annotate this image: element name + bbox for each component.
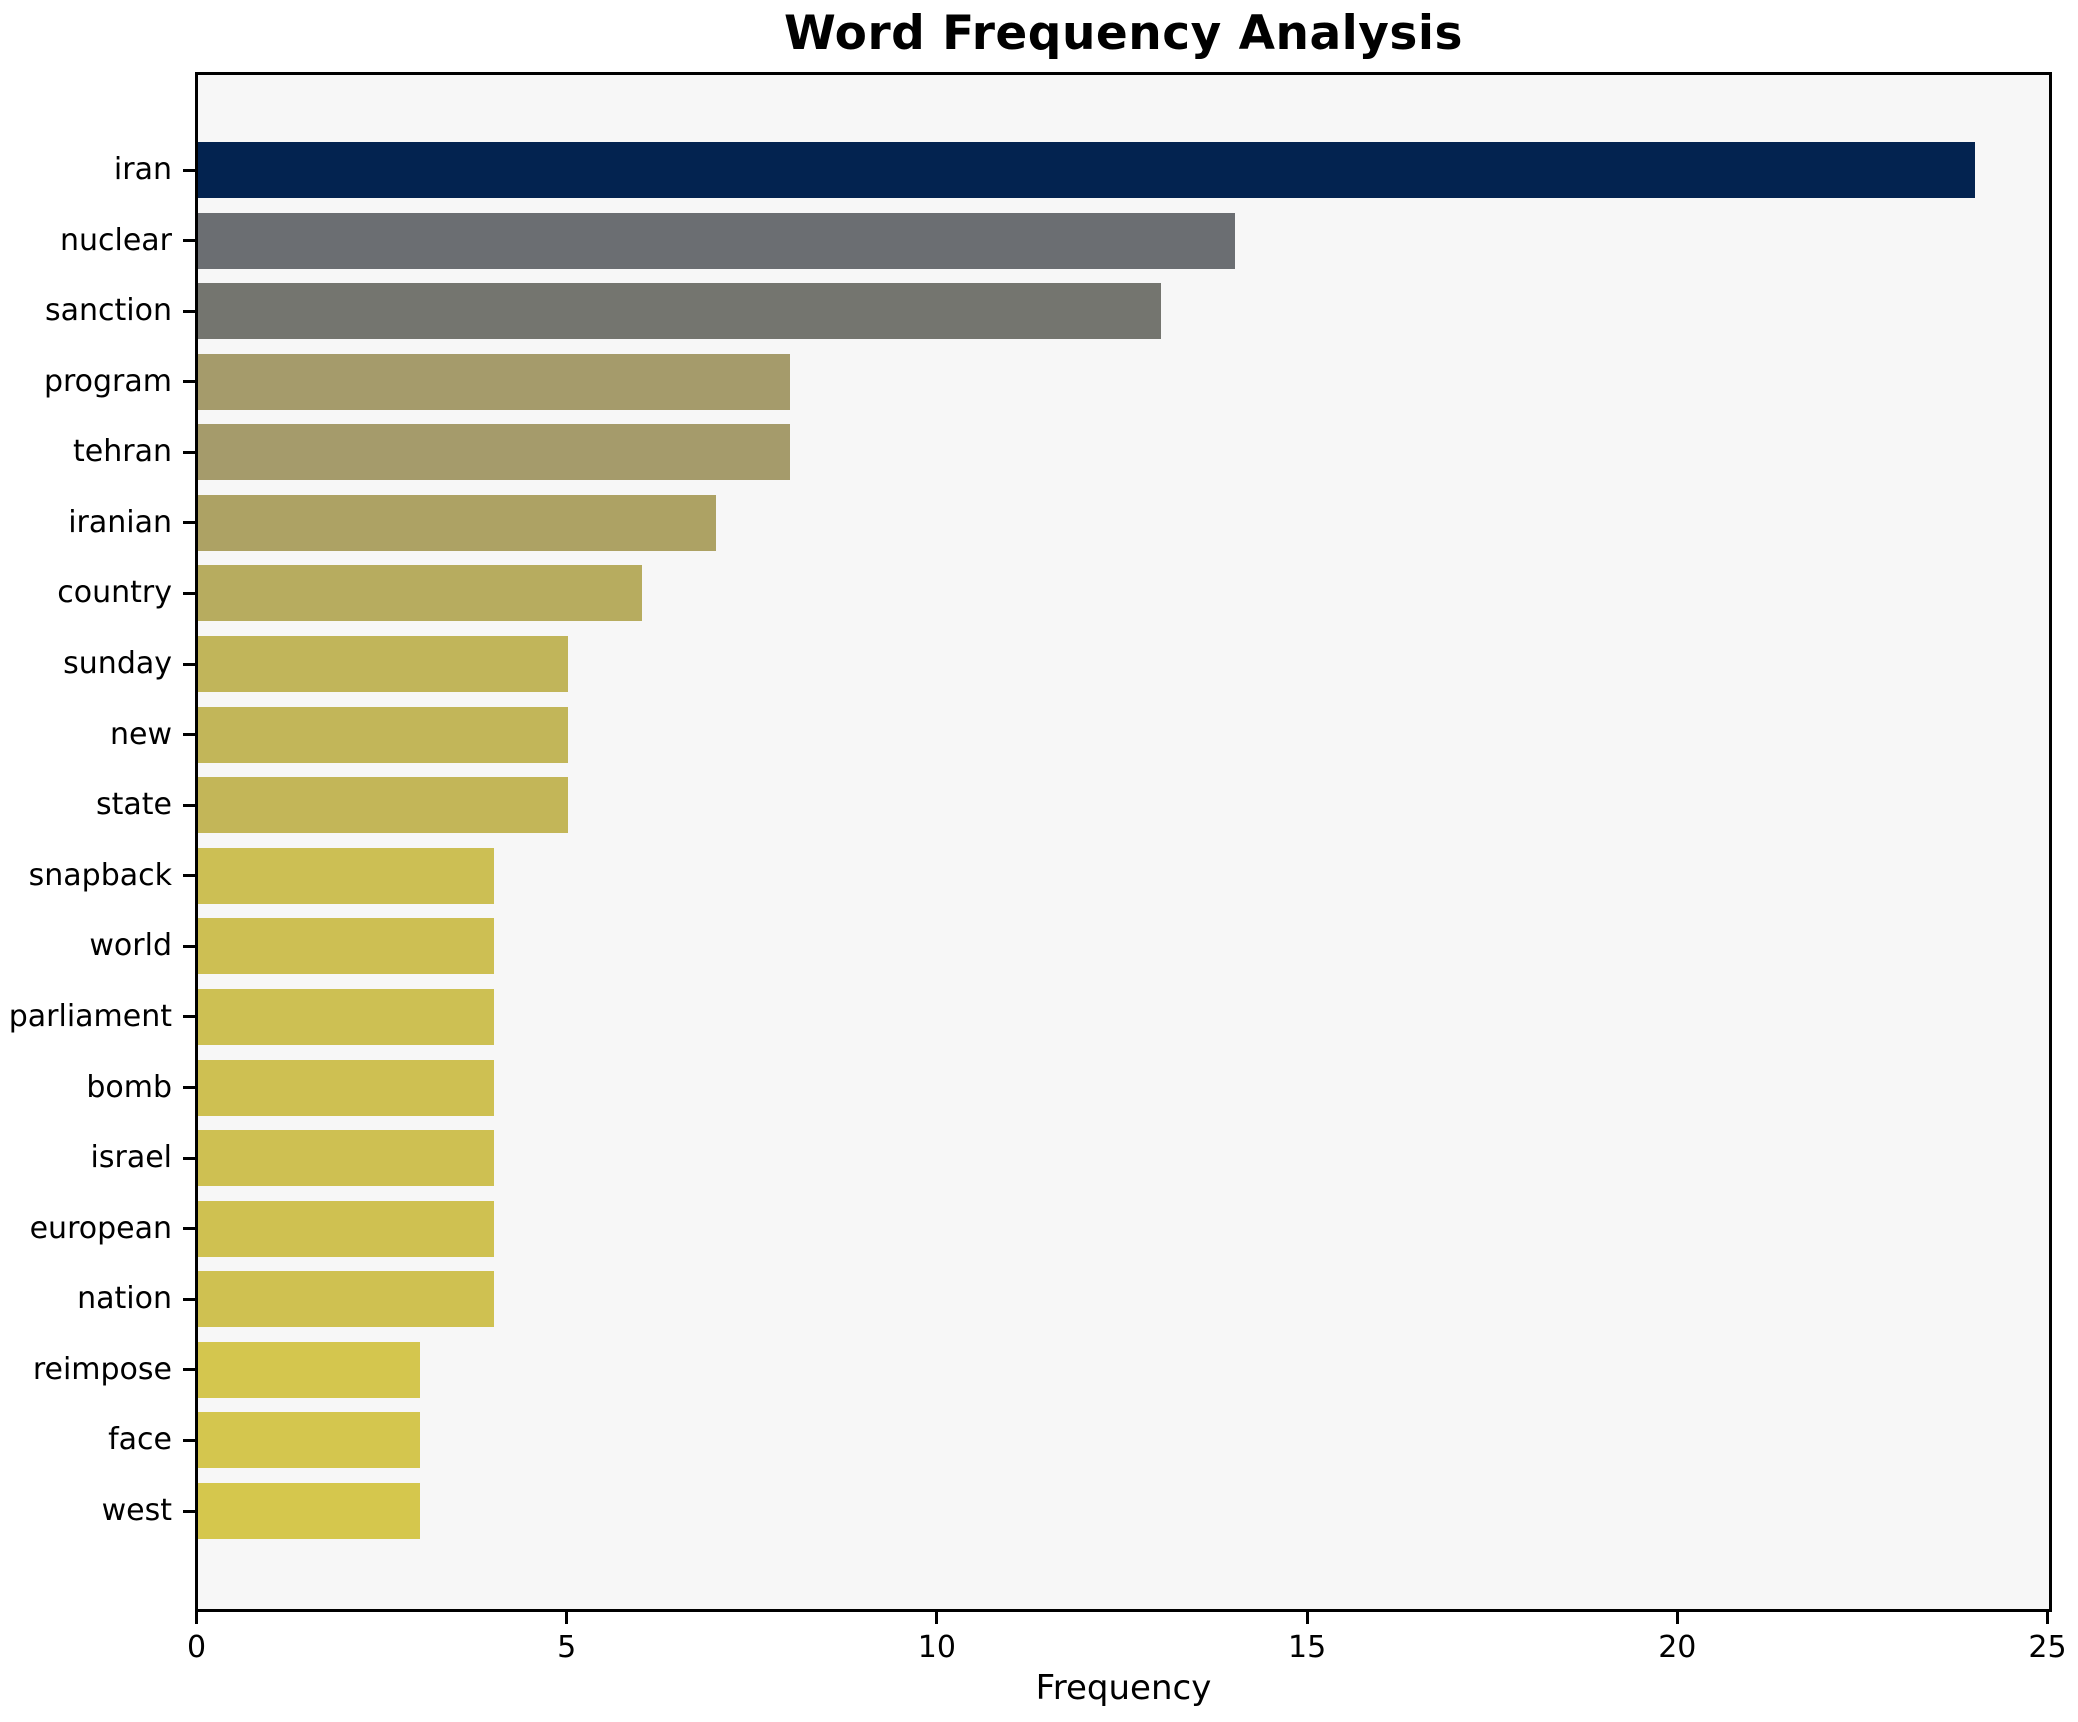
y-tick-mark <box>183 803 195 807</box>
y-tick-mark <box>183 1156 195 1160</box>
y-tick-label-world: world <box>89 928 172 964</box>
x-tick-label-25: 25 <box>2028 1630 2067 1665</box>
bar-european <box>198 1200 495 1257</box>
bar-bomb <box>198 1059 495 1116</box>
x-tick-mark <box>195 1612 198 1624</box>
y-tick-label-new: new <box>109 716 172 752</box>
bar-program <box>198 353 791 410</box>
y-tick-mark <box>183 662 195 666</box>
y-tick-label-european: european <box>29 1210 172 1246</box>
bar-country <box>198 565 643 622</box>
x-tick-mark <box>935 1612 939 1624</box>
bar-sunday <box>198 636 569 693</box>
y-tick-mark <box>183 450 195 454</box>
x-tick-mark <box>1305 1612 1309 1624</box>
y-tick-label-israel: israel <box>90 1140 172 1176</box>
bar-reimpose <box>198 1341 421 1398</box>
y-tick-label-state: state <box>96 787 172 823</box>
y-tick-mark <box>183 1368 195 1372</box>
y-tick-mark <box>183 521 195 525</box>
y-tick-label-iranian: iranian <box>68 504 172 540</box>
x-tick-label-20: 20 <box>1658 1630 1697 1665</box>
y-tick-label-parliament: parliament <box>8 998 172 1034</box>
y-tick-mark <box>183 1297 195 1301</box>
y-tick-mark <box>183 733 195 737</box>
x-tick-label-5: 5 <box>557 1630 577 1665</box>
bar-new <box>198 706 569 763</box>
y-tick-mark <box>183 1509 195 1513</box>
y-tick-mark <box>183 1015 195 1019</box>
y-tick-label-sunday: sunday <box>63 646 172 682</box>
x-tick-mark <box>1675 1612 1679 1624</box>
x-tick-mark <box>2046 1612 2049 1624</box>
y-tick-label-country: country <box>57 575 172 611</box>
y-tick-mark <box>183 1086 195 1090</box>
y-tick-label-bomb: bomb <box>86 1069 172 1105</box>
y-tick-label-iran: iran <box>113 152 172 187</box>
bar-state <box>198 777 569 834</box>
bar-world <box>198 918 495 975</box>
bar-nuclear <box>198 212 1235 269</box>
plot-area <box>195 72 2052 1612</box>
y-tick-label-sanction: sanction <box>45 293 172 329</box>
y-tick-mark <box>183 168 195 172</box>
x-axis-label: Frequency <box>1035 1668 1212 1708</box>
y-tick-label-snapback: snapback <box>28 857 172 893</box>
y-tick-label-program: program <box>43 363 172 399</box>
bar-snapback <box>198 847 495 904</box>
x-tick-label-15: 15 <box>1288 1630 1327 1665</box>
bar-israel <box>198 1130 495 1187</box>
y-tick-mark <box>183 591 195 595</box>
y-tick-mark <box>183 874 195 878</box>
x-tick-mark <box>565 1612 569 1624</box>
y-tick-mark <box>183 1227 195 1231</box>
y-tick-mark <box>183 944 195 948</box>
bar-nation <box>198 1271 495 1328</box>
y-tick-label-nuclear: nuclear <box>59 222 172 258</box>
y-tick-label-face: face <box>108 1422 172 1458</box>
y-tick-label-west: west <box>101 1493 172 1529</box>
bar-tehran <box>198 424 791 481</box>
bar-sanction <box>198 283 1161 340</box>
y-tick-mark <box>183 1438 195 1442</box>
bar-parliament <box>198 988 495 1045</box>
y-tick-mark <box>183 239 195 243</box>
bar-west <box>198 1483 421 1540</box>
y-tick-mark <box>183 309 195 313</box>
x-tick-label-10: 10 <box>917 1630 956 1665</box>
y-tick-label-nation: nation <box>77 1281 172 1317</box>
y-tick-label-reimpose: reimpose <box>32 1351 172 1387</box>
bar-iran <box>198 142 1975 198</box>
chart-title: Word Frequency Analysis <box>784 6 1463 61</box>
bar-iranian <box>198 494 717 551</box>
y-tick-label-tehran: tehran <box>73 434 172 470</box>
x-tick-label-0: 0 <box>186 1630 207 1665</box>
y-tick-mark <box>183 380 195 384</box>
bar-face <box>198 1412 421 1469</box>
